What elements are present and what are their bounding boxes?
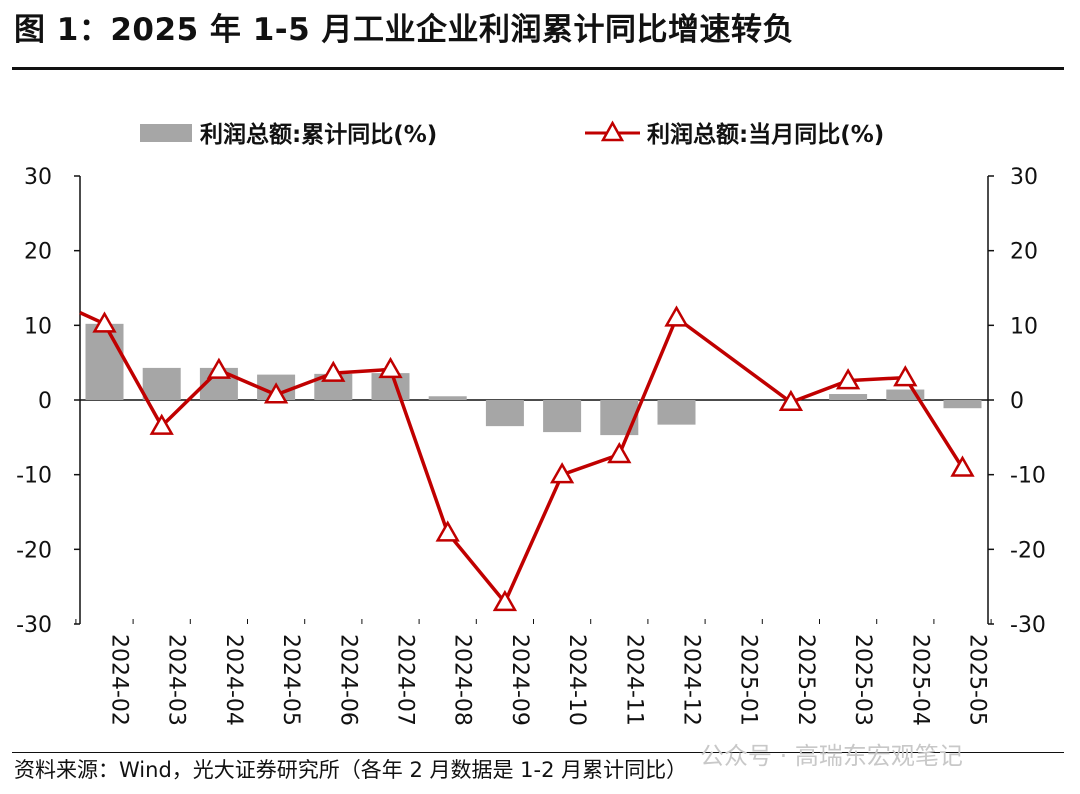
legend: 利润总额:累计同比(%) 利润总额:当月同比(%): [140, 120, 884, 148]
x-tick-label: 2024-03: [164, 634, 189, 726]
axes: 30 20 10 0 -10 -20 -30 30 20 10 0 -10 -20 -30: [16, 165, 1046, 638]
y-left-tick-label: 0: [38, 389, 52, 414]
x-tick-label: 2024-12: [679, 634, 704, 726]
x-tick-label: 2024-02: [107, 634, 132, 726]
data-point-marker: [435, 520, 460, 542]
bar: [543, 400, 582, 433]
bar: [886, 389, 925, 400]
y-right-tick-label: -20: [1010, 538, 1046, 563]
title-divider: [12, 67, 1064, 70]
source-note: 资料来源：Wind，光大证券研究所（各年 2 月数据是 1-2 月累计同比）: [14, 758, 688, 782]
data-point-marker: [206, 357, 232, 379]
y-left-tick-label: -30: [16, 613, 52, 638]
data-point-marker: [92, 311, 117, 333]
data-point-marker: [321, 360, 346, 382]
y-right-tick-label: -30: [1010, 613, 1046, 638]
x-tick-label: 2024-05: [278, 634, 303, 726]
y-right-tick-label: 20: [1010, 240, 1038, 265]
y-left-tick-label: 10: [24, 314, 52, 339]
data-point-marker: [664, 305, 689, 327]
y-right-tick-label: -10: [1010, 464, 1046, 489]
x-tick-label: 2024-09: [507, 634, 532, 726]
data-point-marker: [893, 365, 918, 387]
data-point-marker: [835, 368, 861, 390]
footer-divider: [12, 752, 1064, 753]
y-left-tick-label: -20: [16, 538, 52, 563]
x-tick-label: 2025-04: [907, 634, 932, 726]
y-right-tick-label: 0: [1010, 389, 1024, 414]
data-point-marker: [549, 462, 575, 484]
legend-line-label: 利润总额:当月同比(%): [647, 121, 884, 148]
series-line: [79, 311, 964, 605]
x-tick-label: 2025-01: [736, 634, 761, 726]
bar: [85, 323, 124, 400]
data-point-marker: [378, 356, 403, 379]
bar: [485, 400, 524, 427]
y-right-tick-label: 30: [1010, 165, 1038, 190]
x-tick-label: 2024-06: [335, 634, 360, 726]
data-point-marker: [263, 382, 289, 404]
watermark: 公众号 · 高瑞东宏观笔记: [700, 742, 963, 770]
x-tick-label: 2025-05: [965, 634, 990, 726]
bar: [829, 394, 868, 400]
legend-triangle-marker: [600, 120, 625, 142]
x-tick-label: 2024-10: [564, 634, 589, 726]
x-tick-label: 2025-02: [793, 634, 818, 726]
bar: [428, 396, 467, 400]
legend-bar-label: 利润总额:累计同比(%): [200, 121, 437, 148]
data-point-marker: [950, 455, 975, 477]
data-point-marker: [149, 413, 174, 435]
x-axis-labels: 2024-02 2024-03 2024-04 2024-05 2024-06 2024-…: [107, 634, 990, 726]
legend-bar-swatch: [140, 124, 192, 142]
x-tick-label: 2024-11: [621, 634, 646, 726]
y-left-tick-label: -10: [16, 464, 52, 489]
y-left-tick-label: 30: [24, 165, 52, 190]
x-tick-label: 2025-03: [850, 634, 875, 726]
line-series: [79, 305, 975, 612]
y-left-tick-label: 20: [24, 240, 52, 265]
bar: [943, 400, 982, 409]
bar-series: [85, 323, 982, 436]
bar: [600, 400, 639, 436]
x-tick-label: 2024-04: [221, 634, 246, 726]
chart: 利润总额:累计同比(%) 利润总额:当月同比(%) 30 20 10 0 -10 -20 -…: [16, 120, 1046, 726]
y-right-tick-label: 10: [1010, 314, 1038, 339]
data-point-marker: [492, 589, 518, 612]
page-title: 图 1：2025 年 1-5 月工业企业利润累计同比增速转负: [14, 12, 795, 48]
data-point-marker: [607, 441, 632, 464]
data-point-marker: [778, 389, 804, 411]
bar: [657, 400, 696, 425]
x-tick-label: 2024-07: [393, 634, 418, 726]
bar: [142, 367, 181, 400]
x-tick-label: 2024-08: [450, 634, 475, 726]
